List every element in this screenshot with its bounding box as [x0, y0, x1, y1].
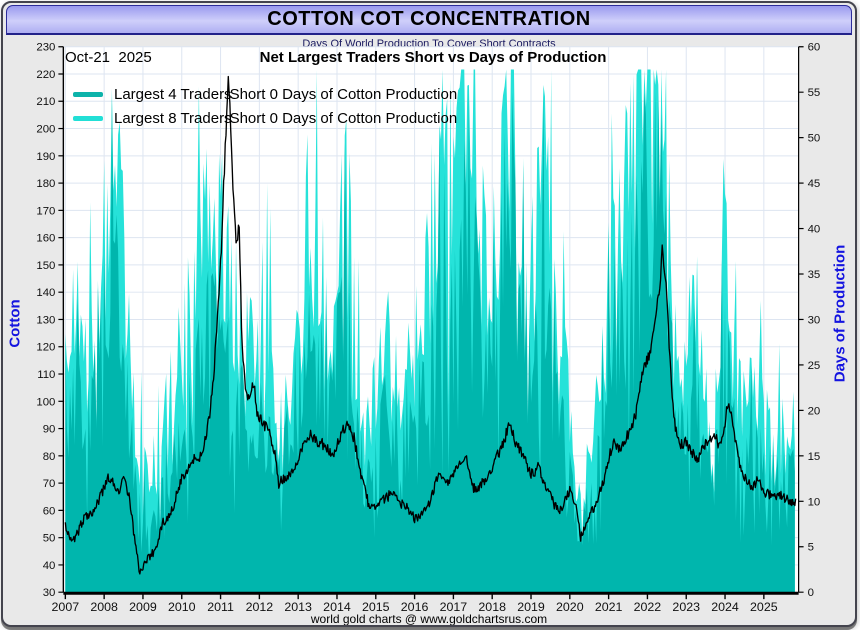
svg-text:2016: 2016	[401, 600, 429, 614]
svg-text:2021: 2021	[595, 600, 623, 614]
svg-text:210: 210	[36, 96, 55, 108]
svg-text:160: 160	[36, 233, 55, 245]
svg-text:5: 5	[808, 542, 814, 554]
svg-text:2007: 2007	[52, 600, 80, 614]
svg-text:2017: 2017	[440, 600, 468, 614]
svg-text:60: 60	[43, 505, 56, 517]
svg-text:2020: 2020	[556, 600, 584, 614]
svg-text:2011: 2011	[207, 600, 234, 614]
svg-text:50: 50	[808, 133, 821, 145]
legend: Largest 4 Traders Short 0 Days of Cotton…	[73, 82, 457, 130]
svg-text:2019: 2019	[517, 600, 545, 614]
legend-item-largest-8: Largest 8 Traders Short 0 Days of Cotton…	[73, 106, 457, 130]
svg-text:30: 30	[43, 587, 56, 599]
legend-swatch-largest-4-icon	[73, 91, 103, 97]
svg-text:170: 170	[36, 205, 55, 217]
svg-text:45: 45	[808, 178, 821, 190]
svg-text:2009: 2009	[129, 600, 157, 614]
chart-canvas: 3040506070809010011012013014015016017018…	[36, 42, 821, 614]
svg-text:200: 200	[36, 124, 55, 136]
svg-text:2013: 2013	[284, 600, 312, 614]
svg-text:2025: 2025	[750, 600, 778, 614]
svg-text:180: 180	[36, 178, 55, 190]
legend-label: Largest 8 Traders	[114, 109, 232, 127]
svg-text:50: 50	[43, 533, 56, 545]
svg-text:70: 70	[43, 478, 56, 490]
svg-text:35: 35	[808, 269, 821, 281]
svg-text:190: 190	[36, 151, 55, 163]
svg-text:100: 100	[36, 396, 55, 408]
date-label: Oct-21 2025	[65, 49, 152, 66]
svg-text:220: 220	[36, 69, 55, 81]
svg-text:20: 20	[808, 405, 821, 417]
legend-label-suffix: Short 0 Days of Cotton Production	[229, 85, 458, 103]
svg-text:130: 130	[36, 314, 55, 326]
svg-text:90: 90	[43, 424, 56, 436]
chart-title: Net Largest Traders Short vs Days of Pro…	[259, 49, 607, 66]
svg-text:140: 140	[36, 287, 55, 299]
svg-text:10: 10	[808, 496, 821, 508]
left-axis-title: Cotton	[6, 299, 24, 348]
svg-text:2024: 2024	[711, 600, 739, 614]
svg-text:60: 60	[808, 42, 821, 54]
svg-text:40: 40	[808, 224, 821, 236]
titlebar: COTTON COT CONCENTRATION	[6, 5, 852, 35]
legend-label-suffix: Short 0 Days of Cotton Production	[229, 109, 458, 127]
svg-text:30: 30	[808, 314, 821, 326]
svg-text:2008: 2008	[90, 600, 118, 614]
svg-text:15: 15	[808, 451, 821, 463]
footer-credit: world gold charts @ www.goldchartsrus.co…	[310, 612, 548, 626]
svg-text:120: 120	[36, 342, 55, 354]
svg-text:40: 40	[43, 560, 56, 572]
legend-label: Largest 4 Traders	[114, 85, 232, 103]
svg-text:2022: 2022	[634, 600, 662, 614]
svg-text:2023: 2023	[672, 600, 700, 614]
svg-text:25: 25	[808, 360, 821, 372]
svg-text:2015: 2015	[362, 600, 390, 614]
legend-swatch-largest-8-icon	[73, 115, 103, 121]
svg-text:55: 55	[808, 87, 821, 99]
right-axis-title: Days of Production	[831, 244, 849, 383]
svg-text:110: 110	[37, 369, 55, 381]
svg-text:230: 230	[36, 42, 55, 54]
legend-item-largest-4: Largest 4 Traders Short 0 Days of Cotton…	[73, 82, 457, 106]
svg-text:0: 0	[808, 587, 814, 599]
svg-text:2018: 2018	[478, 600, 506, 614]
svg-text:2010: 2010	[168, 600, 196, 614]
svg-text:2012: 2012	[246, 600, 274, 614]
window-title: COTTON COT CONCENTRATION	[267, 8, 591, 30]
svg-text:2014: 2014	[323, 600, 351, 614]
svg-text:150: 150	[36, 260, 55, 272]
svg-text:80: 80	[43, 451, 56, 463]
